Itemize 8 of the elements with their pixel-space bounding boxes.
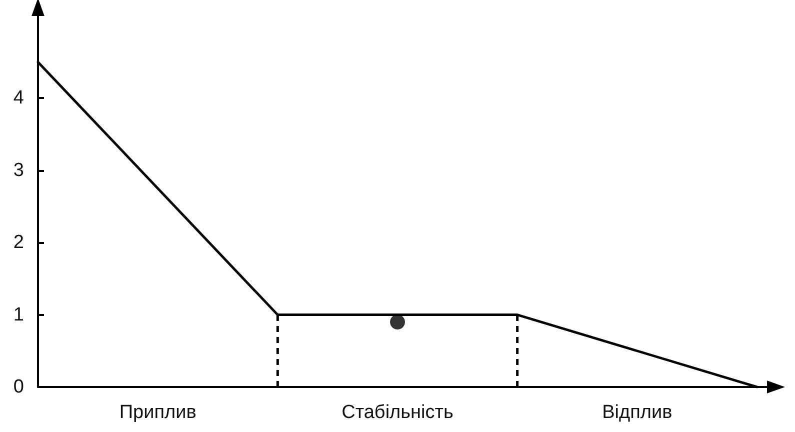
x-tick-label: Відплив — [602, 402, 672, 423]
x-tick-label: Стабільність — [342, 402, 454, 423]
y-tick-label: 0 — [13, 376, 24, 398]
y-tick-label: 3 — [13, 160, 24, 181]
y-tick-label: 2 — [13, 232, 24, 254]
y-tick-label: 1 — [13, 304, 24, 326]
y-tick-label: 4 — [13, 88, 24, 109]
x-tick-label: Приплив — [119, 402, 196, 423]
